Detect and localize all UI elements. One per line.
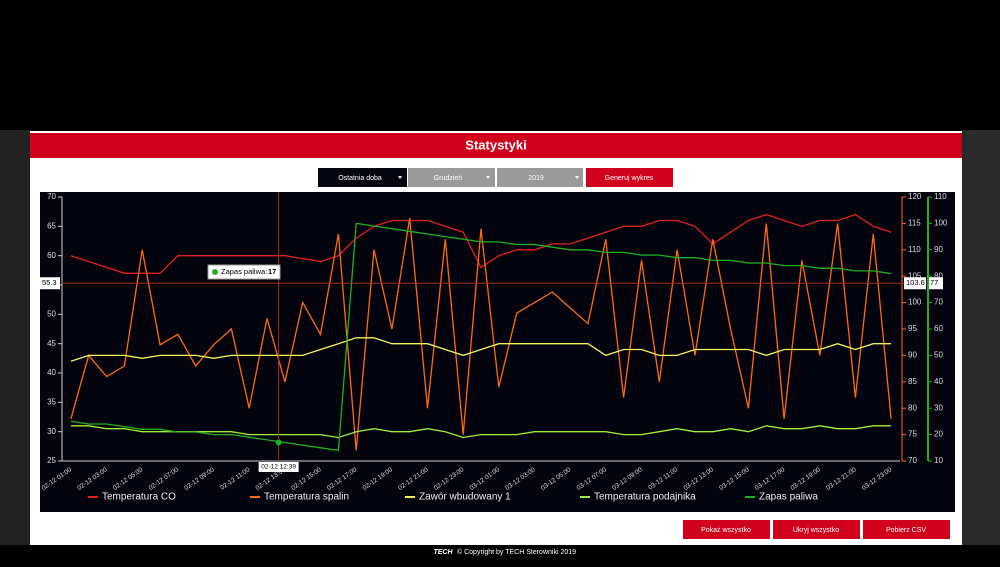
button-text: Pokaż wszystko (701, 527, 751, 534)
y-tick-label: 65 (47, 221, 56, 230)
crosshair-label: 103.6 (906, 278, 925, 287)
y-tick-label: 50 (47, 309, 56, 318)
y-tick-label: 40 (47, 368, 56, 377)
dropdown-arrow (398, 176, 402, 179)
year-text: 2019 (528, 175, 544, 182)
y-tick-label: 60 (47, 251, 56, 260)
y-tick-label: 120 (908, 192, 922, 201)
year-select[interactable] (497, 168, 583, 187)
series-line (70, 337, 892, 362)
y-tick-label: 70 (934, 298, 943, 307)
crosshair-label-bg (929, 277, 943, 290)
y-tick-label: 60 (934, 324, 943, 333)
legend-label: Temperatura podajnika (594, 492, 696, 503)
footer-text: © Copyright by TECH Sterowniki 2019 (457, 548, 576, 556)
y-tick-label: 35 (47, 397, 56, 406)
button-text: Ukryj wszystko (793, 527, 839, 534)
y-tick-label: 85 (908, 377, 917, 386)
tooltip-label: Zapas paliwa: (221, 267, 267, 276)
y-tick-label: 90 (934, 245, 943, 254)
y-tick-label: 110 (908, 245, 921, 254)
crosshair-label-bg (904, 277, 926, 290)
y-tick-label: 80 (908, 403, 917, 412)
dropdown-arrow (575, 176, 579, 179)
crosshair-label: 02-12 12:39 (261, 464, 296, 471)
tooltip-value: 17 (268, 267, 276, 276)
period-text: Ostatnia doba (338, 175, 382, 182)
y-tick-label: 70 (47, 192, 56, 201)
header-title: Statystyki (465, 137, 526, 152)
y-tick-label: 80 (934, 271, 943, 280)
y-tick-label: 95 (908, 324, 917, 333)
y-tick-label: 110 (934, 192, 947, 201)
y-tick-label: 45 (47, 339, 56, 348)
y-tick-label: 105 (908, 271, 922, 280)
side-shade (0, 130, 30, 545)
y-tick-label: 30 (934, 403, 943, 412)
y-tick-label: 75 (908, 430, 917, 439)
y-tick-label: 10 (934, 456, 943, 465)
y-tick-label: 100 (908, 298, 922, 307)
y-tick-label: 115 (908, 219, 921, 228)
side-shade (962, 130, 1000, 545)
crosshair-label-bg (258, 462, 299, 472)
generate-text: Generuj wykres (605, 175, 654, 182)
chart-area (40, 192, 955, 512)
y-tick-label: 50 (934, 351, 943, 360)
legend-label: Temperatura CO (102, 492, 176, 503)
series-line (70, 213, 892, 274)
y-tick-label: 70 (908, 456, 917, 465)
y-tick-label: 40 (934, 377, 943, 386)
y-tick-label: 20 (934, 430, 943, 439)
crosshair-label: 55.3 (42, 278, 57, 287)
hide-all-button[interactable] (773, 520, 860, 539)
month-select[interactable] (408, 168, 495, 187)
y-tick-label: 90 (908, 351, 917, 360)
legend-label: Zawór wbudowany 1 (419, 492, 511, 503)
y-tick-label: 25 (47, 456, 56, 465)
dropdown-arrow (486, 176, 490, 179)
period-select[interactable] (318, 168, 407, 187)
y-tick-label: 30 (47, 427, 56, 436)
csv-button[interactable] (863, 520, 950, 539)
legend-label: Temperatura spalin (264, 492, 349, 503)
series-line (70, 217, 892, 451)
y-tick-label: 100 (934, 219, 948, 228)
tooltip-box (207, 264, 281, 280)
series-line (70, 425, 892, 439)
legend-label: Zapas paliwa (759, 492, 818, 503)
header-bar (30, 133, 962, 158)
month-text: Grudzień (434, 175, 463, 182)
tooltip-dot (212, 269, 218, 275)
footer-logo: TECH (433, 549, 453, 556)
series-line (70, 222, 892, 452)
crosshair-label: 77 (930, 278, 938, 287)
generate-button[interactable] (586, 168, 673, 187)
button-text: Pobierz CSV (886, 527, 926, 534)
show-all-button[interactable] (683, 520, 770, 539)
tooltip-point (275, 439, 282, 446)
crosshair-label-bg (40, 277, 60, 290)
